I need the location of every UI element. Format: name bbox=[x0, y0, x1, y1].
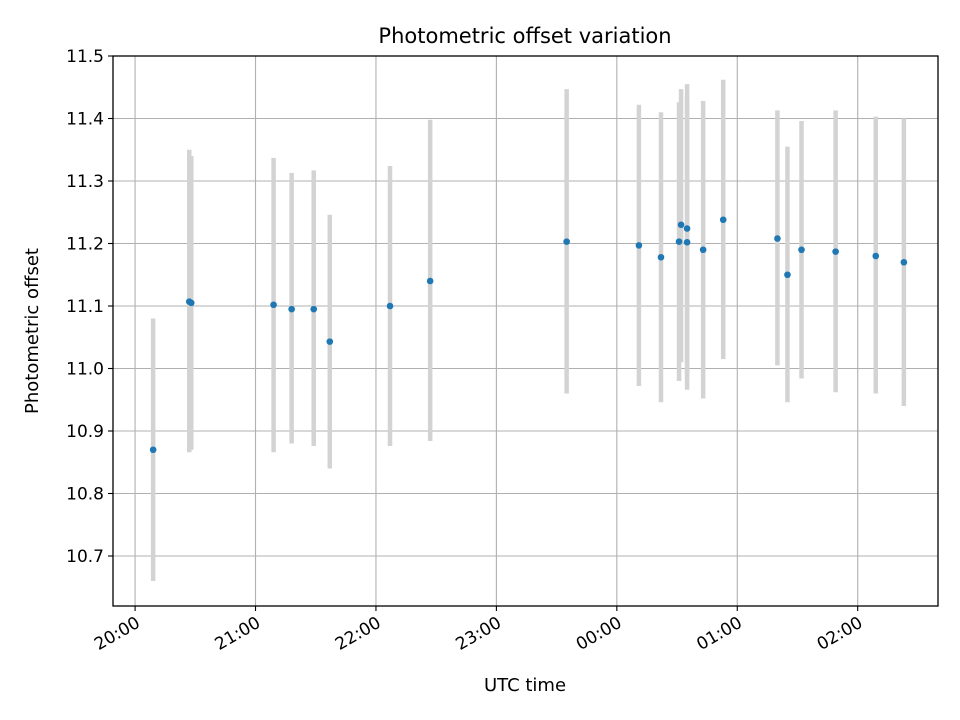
y-axis-label: Photometric offset bbox=[22, 248, 43, 414]
data-point bbox=[563, 238, 570, 245]
data-point bbox=[187, 299, 195, 307]
data-point bbox=[900, 258, 908, 266]
y-tick-label: 11.3 bbox=[66, 172, 104, 192]
data-point bbox=[872, 252, 880, 260]
error-bars bbox=[150, 79, 907, 581]
data-point bbox=[426, 277, 434, 285]
data-point bbox=[699, 246, 707, 254]
data-point bbox=[683, 238, 691, 246]
x-tick-label: 02:00 bbox=[814, 613, 866, 655]
data-point bbox=[310, 305, 318, 313]
data-point bbox=[288, 305, 295, 313]
plot-frame bbox=[112, 55, 939, 607]
chart-title: Photometric offset variation bbox=[378, 24, 671, 48]
data-point bbox=[798, 246, 805, 254]
data-points bbox=[149, 216, 908, 454]
y-tick-label: 10.7 bbox=[66, 547, 104, 567]
y-axis-ticks: 10.7 10.8 10.9 11.0 11.1 11.2 11.3 11.4 11.5 bbox=[66, 47, 113, 567]
data-point bbox=[149, 446, 157, 454]
y-tick-label: 11.2 bbox=[66, 235, 104, 255]
data-point bbox=[683, 225, 691, 232]
x-tick-label: 20:00 bbox=[91, 613, 143, 655]
data-point bbox=[784, 271, 791, 279]
y-tick-label: 10.9 bbox=[66, 422, 104, 442]
x-axis-ticks: 20:00 21:00 22:00 23:00 00:00 01:00 02:00 bbox=[91, 606, 866, 655]
data-point bbox=[270, 301, 277, 309]
y-tick-label: 10.8 bbox=[66, 485, 104, 505]
x-tick-label: 01:00 bbox=[693, 613, 745, 655]
data-point bbox=[719, 216, 727, 224]
data-point bbox=[832, 248, 839, 255]
data-point bbox=[635, 242, 643, 249]
x-tick-label: 22:00 bbox=[332, 613, 384, 655]
y-tick-label: 11.5 bbox=[66, 47, 104, 67]
y-tick-label: 11.1 bbox=[66, 297, 104, 317]
data-point bbox=[774, 235, 781, 242]
data-point bbox=[386, 302, 394, 310]
x-tick-label: 21:00 bbox=[212, 613, 264, 655]
x-tick-label: 23:00 bbox=[452, 613, 504, 655]
grid bbox=[113, 55, 938, 606]
y-tick-label: 11.0 bbox=[66, 360, 104, 380]
data-point bbox=[657, 253, 665, 261]
data-point bbox=[326, 338, 334, 345]
y-tick-label: 11.4 bbox=[66, 110, 104, 130]
x-tick-label: 00:00 bbox=[573, 613, 625, 655]
data-point bbox=[677, 221, 685, 229]
x-axis-label: UTC time bbox=[484, 675, 566, 696]
data-point bbox=[675, 238, 683, 245]
